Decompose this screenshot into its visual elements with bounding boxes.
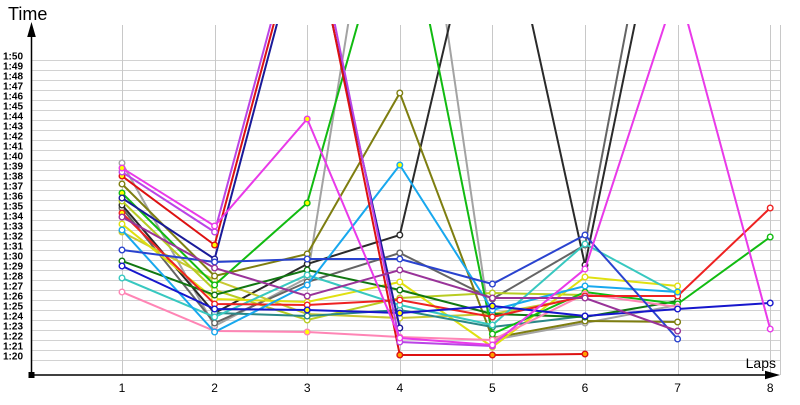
svg-text:1:46: 1:46 xyxy=(3,92,23,103)
svg-text:Time: Time xyxy=(8,4,47,24)
svg-text:1:27: 1:27 xyxy=(3,282,23,293)
svg-text:1:41: 1:41 xyxy=(3,142,23,153)
svg-text:1:50: 1:50 xyxy=(3,52,23,63)
svg-text:8: 8 xyxy=(767,381,774,395)
svg-text:1:45: 1:45 xyxy=(3,102,23,113)
svg-text:1:21: 1:21 xyxy=(3,342,23,353)
svg-text:1:29: 1:29 xyxy=(3,262,23,273)
svg-text:1:47: 1:47 xyxy=(3,82,23,93)
svg-text:1:32: 1:32 xyxy=(3,232,23,243)
svg-text:1:26: 1:26 xyxy=(3,292,23,303)
svg-text:3: 3 xyxy=(304,381,311,395)
svg-text:1:39: 1:39 xyxy=(3,162,23,173)
svg-text:1:36: 1:36 xyxy=(3,192,23,203)
svg-text:1:33: 1:33 xyxy=(3,222,23,233)
svg-text:1:31: 1:31 xyxy=(3,242,23,253)
svg-text:2: 2 xyxy=(211,381,218,395)
svg-text:1:20: 1:20 xyxy=(3,352,23,363)
svg-text:1:22: 1:22 xyxy=(3,332,23,343)
svg-text:1: 1 xyxy=(119,381,126,395)
svg-text:1:40: 1:40 xyxy=(3,152,23,163)
svg-text:5: 5 xyxy=(489,381,496,395)
svg-text:1:42: 1:42 xyxy=(3,132,23,143)
svg-text:Laps: Laps xyxy=(746,355,776,371)
svg-text:1:30: 1:30 xyxy=(3,252,23,263)
svg-text:1:23: 1:23 xyxy=(3,322,23,333)
svg-text:1:34: 1:34 xyxy=(3,212,23,223)
svg-text:1:49: 1:49 xyxy=(3,62,23,73)
svg-text:1:48: 1:48 xyxy=(3,72,23,83)
svg-text:4: 4 xyxy=(396,381,403,395)
svg-text:7: 7 xyxy=(674,381,681,395)
svg-text:1:37: 1:37 xyxy=(3,182,23,193)
svg-text:1:25: 1:25 xyxy=(3,302,23,313)
svg-text:1:43: 1:43 xyxy=(3,122,23,133)
svg-text:1:38: 1:38 xyxy=(3,172,23,183)
svg-text:1:28: 1:28 xyxy=(3,272,23,283)
svg-text:6: 6 xyxy=(582,381,589,395)
svg-text:1:35: 1:35 xyxy=(3,202,23,213)
svg-text:1:44: 1:44 xyxy=(3,112,23,123)
svg-text:1:24: 1:24 xyxy=(3,312,23,323)
